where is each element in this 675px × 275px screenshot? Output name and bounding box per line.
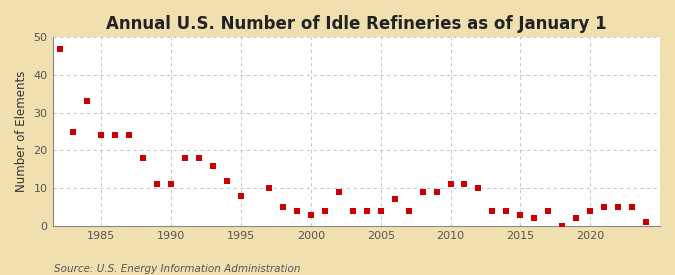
Point <box>431 190 442 194</box>
Point <box>487 209 498 213</box>
Point <box>96 133 107 138</box>
Title: Annual U.S. Number of Idle Refineries as of January 1: Annual U.S. Number of Idle Refineries as… <box>106 15 607 33</box>
Point <box>389 197 400 202</box>
Point <box>571 216 582 221</box>
Point <box>403 209 414 213</box>
Point <box>361 209 372 213</box>
Point <box>375 209 386 213</box>
Point <box>585 209 595 213</box>
Point <box>543 209 554 213</box>
Point <box>641 220 651 224</box>
Point <box>348 209 358 213</box>
Point <box>54 46 65 51</box>
Text: Source: U.S. Energy Information Administration: Source: U.S. Energy Information Administ… <box>54 264 300 274</box>
Point <box>599 205 610 209</box>
Point <box>68 130 79 134</box>
Point <box>208 163 219 168</box>
Point <box>166 182 177 187</box>
Point <box>110 133 121 138</box>
Point <box>236 194 246 198</box>
Point <box>221 178 232 183</box>
Point <box>557 224 568 228</box>
Point <box>501 209 512 213</box>
Y-axis label: Number of Elements: Number of Elements <box>15 71 28 192</box>
Point <box>277 205 288 209</box>
Point <box>138 156 148 160</box>
Point <box>306 212 317 217</box>
Point <box>626 205 637 209</box>
Point <box>194 156 205 160</box>
Point <box>333 190 344 194</box>
Point <box>529 216 540 221</box>
Point <box>515 212 526 217</box>
Point <box>82 99 93 104</box>
Point <box>473 186 484 190</box>
Point <box>459 182 470 187</box>
Point <box>445 182 456 187</box>
Point <box>319 209 330 213</box>
Point <box>292 209 302 213</box>
Point <box>417 190 428 194</box>
Point <box>152 182 163 187</box>
Point <box>124 133 135 138</box>
Point <box>613 205 624 209</box>
Point <box>264 186 275 190</box>
Point <box>180 156 190 160</box>
